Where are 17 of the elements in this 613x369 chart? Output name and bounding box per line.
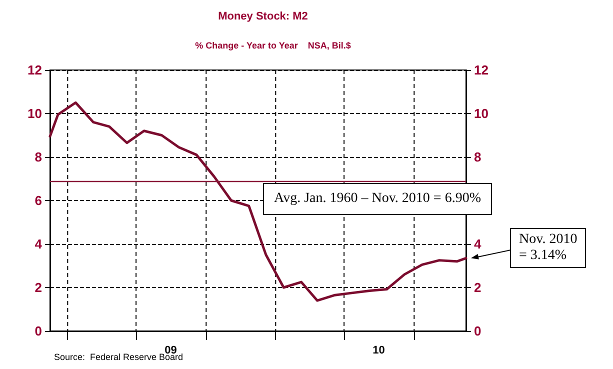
y2-tick-label: 0 xyxy=(474,324,482,338)
text: Nov. 2010 = 3.14% xyxy=(510,228,586,268)
chart-title: Money Stock: M2 xyxy=(218,10,308,22)
y2-tick-label: 8 xyxy=(474,150,482,164)
y2-tick-label: 2 xyxy=(474,280,482,295)
y2-tick-label: 12 xyxy=(474,62,488,78)
y2-tick-label: 4 xyxy=(474,236,482,252)
ref-line-label: Avg. Jan. 1960 – Nov. 2010 = 6.90% xyxy=(263,182,492,215)
y-tick-label: 10 xyxy=(28,106,42,121)
y2-tick-label: 10 xyxy=(474,106,488,121)
y-tick-label: 2 xyxy=(34,280,42,295)
y-tick-label: 0 xyxy=(34,324,42,338)
chart-subtitle: % Change - Year to Year NSA, Bil.$ xyxy=(195,40,351,50)
y-tick-label: 12 xyxy=(28,62,42,78)
y-tick-label: 4 xyxy=(34,236,43,252)
y-tick-label: 8 xyxy=(34,150,42,164)
y-tick-label: 6 xyxy=(34,193,42,208)
